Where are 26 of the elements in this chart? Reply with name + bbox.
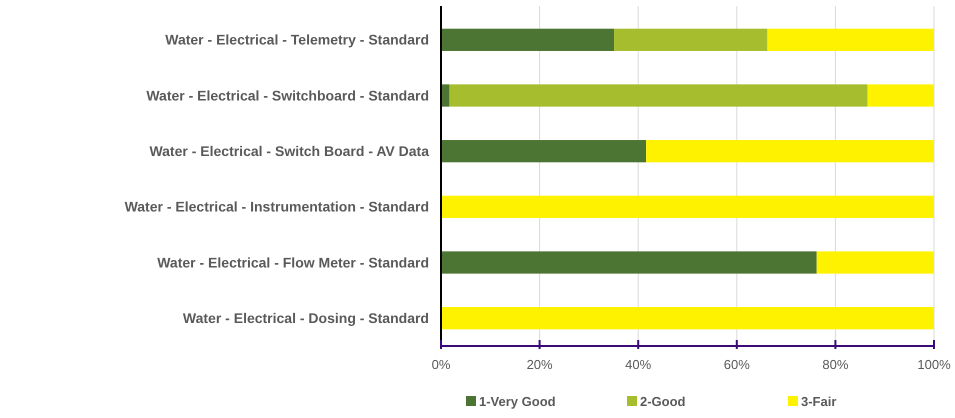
y-tick-label: Water - Electrical - Switch Board - AV Data — [149, 143, 430, 160]
legend-label: 1-Very Good — [479, 394, 556, 409]
legend-label: 3-Fair — [801, 394, 836, 409]
x-tick-label: 100% — [917, 357, 952, 372]
bar — [646, 140, 934, 162]
bar — [441, 251, 817, 274]
x-tick-label: 0% — [432, 357, 451, 372]
bar — [816, 251, 934, 274]
bar — [441, 28, 614, 51]
y-tick-label: Water - Electrical - Flow Meter - Standard — [157, 254, 429, 270]
x-tick-label: 60% — [724, 357, 750, 372]
bar — [449, 84, 868, 107]
x-tick-label: 20% — [526, 357, 554, 372]
bar — [441, 307, 934, 330]
bar — [767, 28, 934, 51]
bar — [441, 196, 934, 218]
bar — [441, 140, 646, 162]
y-tick-label: Water - Electrical - Switchboard - Standard — [146, 87, 429, 104]
bar — [614, 28, 768, 51]
y-tick-label: Water - Electrical - Telemetry - Standard — [165, 32, 429, 48]
y-tick-label: Water - Electrical - Dosing - Standard — [182, 310, 429, 326]
x-tick-label: 80% — [822, 357, 849, 372]
y-tick-label: Water - Electrical - Instrumentation - Standard — [124, 198, 429, 215]
bar — [867, 84, 934, 107]
x-tick-label: 40% — [625, 357, 652, 372]
legend-label: 2-Good — [640, 394, 686, 409]
